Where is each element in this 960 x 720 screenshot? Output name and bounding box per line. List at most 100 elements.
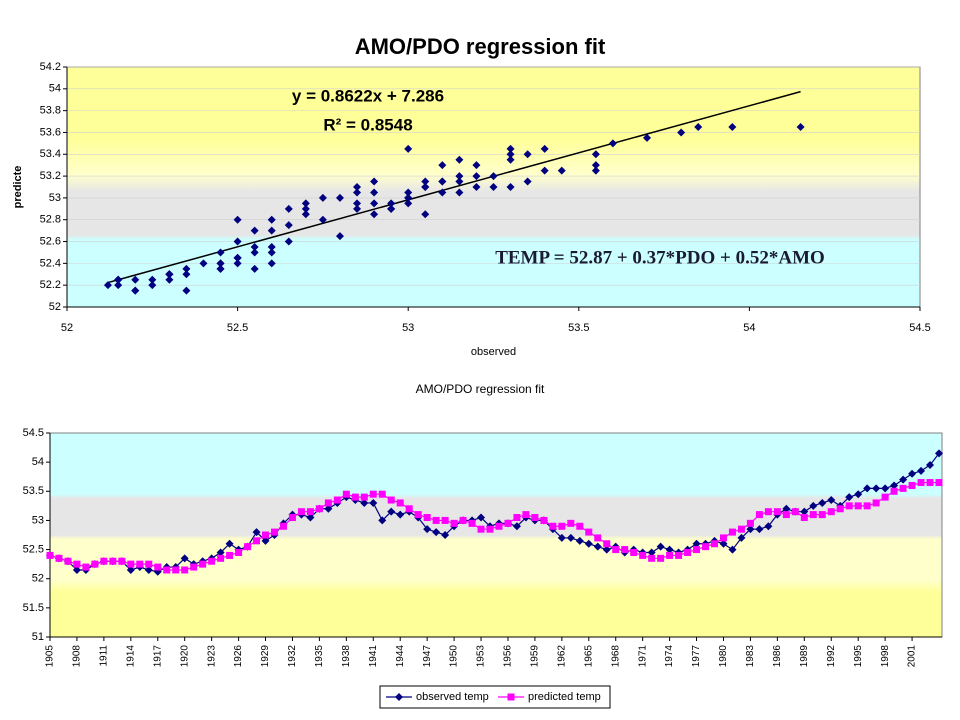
y-tick-label: 53.2 [40,170,61,182]
x-tick-label: 1947 [422,645,433,668]
marker [378,516,387,525]
marker [163,566,171,574]
marker [719,539,728,548]
x-tick-label: 1941 [368,645,379,668]
marker [438,188,447,197]
marker [267,215,276,224]
marker [148,275,157,284]
x-tick-label: 1980 [718,645,729,668]
marker [267,259,276,268]
marker [73,560,81,568]
marker [899,484,907,492]
marker [267,226,276,235]
x-tick-label: 54 [743,322,755,334]
marker [250,248,259,257]
marker [370,188,379,197]
legend-marker [395,693,403,701]
x-tick-label: 1953 [476,645,487,668]
marker [369,490,377,498]
marker [531,514,539,522]
y-tick-label: 53.5 [23,485,44,497]
marker [584,539,593,548]
x-tick-label: 1950 [449,645,460,668]
marker [190,563,198,571]
marker [684,548,692,556]
marker [144,565,153,574]
marker [288,514,296,522]
marker [666,551,674,559]
marker [836,505,844,513]
marker [746,519,754,527]
marker [404,199,413,208]
marker [746,525,755,534]
marker [773,508,781,516]
x-tick-label: 1920 [179,645,190,668]
marker [370,199,379,208]
marker [472,172,481,181]
marker [643,133,652,142]
marker [677,128,686,137]
marker [301,210,310,219]
marker [109,557,117,565]
marker [148,281,157,290]
marker [477,525,485,533]
marker [351,493,359,501]
marker [438,177,447,186]
marker [267,243,276,251]
marker [477,513,486,522]
x-tick-label: 54.5 [909,322,930,334]
marker [217,554,225,562]
marker [370,210,379,219]
marker [284,221,293,230]
marker [506,155,515,164]
x-tick-label: 1944 [395,645,406,668]
x-tick-label: 53.5 [568,322,589,334]
marker [118,557,126,565]
marker [585,528,593,536]
y-tick-label: 54 [49,83,61,95]
marker [136,560,144,568]
marker [64,557,72,565]
marker [495,522,503,530]
x-tick-label: 1983 [745,645,756,668]
marker [800,514,808,522]
chart-title: AMO/PDO regression fit [355,34,606,59]
marker [353,204,362,213]
marker [764,508,772,516]
x-tick-label: 1995 [853,645,864,668]
marker [353,183,362,191]
marker [540,144,549,153]
y-tick-label: 52.2 [40,279,61,291]
marker [335,193,344,202]
marker [693,546,701,554]
x-tick-label: 1986 [772,645,783,668]
marker [845,502,853,510]
marker [414,511,422,519]
x-tick-label: 1962 [556,645,567,668]
marker [694,123,703,131]
marker [522,511,530,519]
marker [926,479,934,487]
marker [854,502,862,510]
y-tick-label: 51.5 [23,602,44,614]
marker [890,487,898,495]
marker [567,519,575,527]
marker [270,528,278,536]
marker [540,516,548,524]
marker [387,496,395,504]
marker [216,264,225,273]
marker [557,166,566,175]
annotation: y = 0.8622x + 7.286 [292,86,444,105]
marker [854,490,863,499]
marker [279,522,287,530]
marker [284,237,293,246]
series-line [49,453,940,573]
marker [827,496,836,505]
marker [566,533,575,542]
marker [233,215,242,224]
marker [46,551,54,559]
marker [154,563,162,571]
marker [103,281,112,290]
x-tick-label: 1923 [206,645,217,668]
